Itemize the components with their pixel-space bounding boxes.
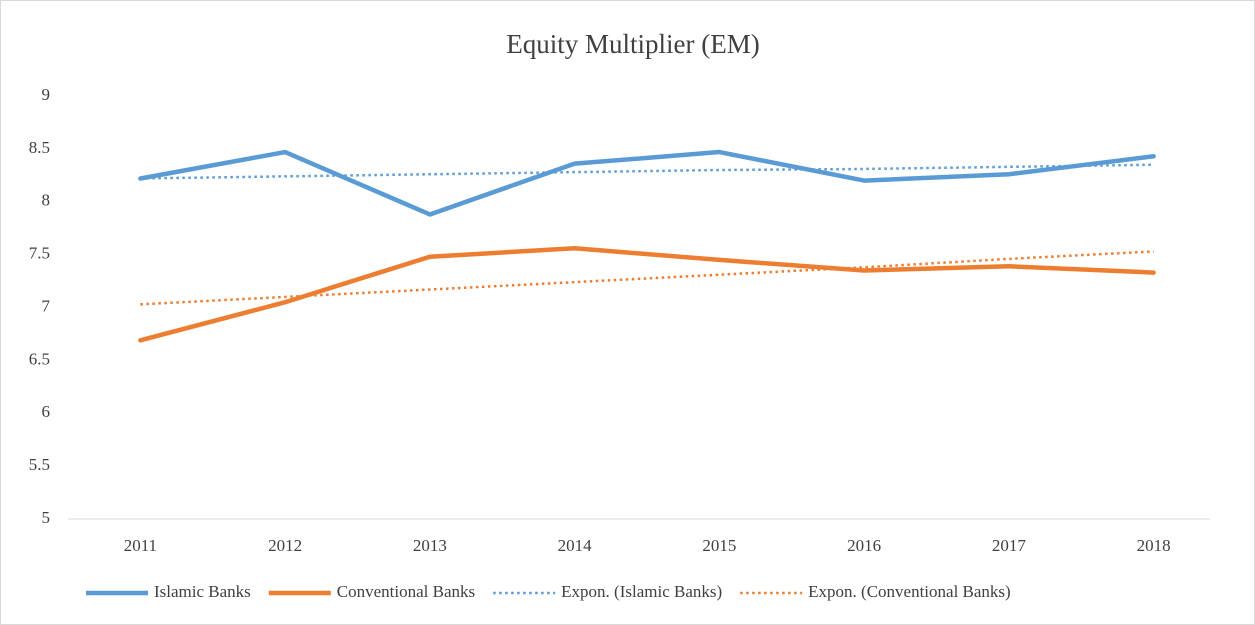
x-tick-label: 2018 xyxy=(1137,536,1171,555)
y-tick-label: 5 xyxy=(42,508,51,527)
y-tick-label: 5.5 xyxy=(29,455,50,474)
y-tick-label: 7.5 xyxy=(29,244,50,263)
y-tick-label: 8 xyxy=(42,191,51,210)
legend-label: Expon. (Conventional Banks) xyxy=(808,582,1011,601)
x-tick-label: 2016 xyxy=(847,536,881,555)
series-line xyxy=(140,163,1154,180)
legend-label: Islamic Banks xyxy=(154,582,251,601)
y-tick-label: 6 xyxy=(42,402,51,421)
series-line xyxy=(138,149,1156,217)
x-tick-label: 2013 xyxy=(413,536,447,555)
x-tick-label: 2017 xyxy=(992,536,1027,555)
chart-title: Equity Multiplier (EM) xyxy=(506,29,759,59)
legend-label: Expon. (Islamic Banks) xyxy=(561,582,722,601)
x-tick-label: 2011 xyxy=(124,536,157,555)
x-tick-label: 2014 xyxy=(558,536,593,555)
x-tick-label: 2015 xyxy=(702,536,736,555)
legend-label: Conventional Banks xyxy=(337,582,475,601)
x-tick-label: 2012 xyxy=(268,536,302,555)
y-tick-label: 7 xyxy=(42,296,51,315)
y-tick-label: 6.5 xyxy=(29,349,50,368)
y-tick-label: 8.5 xyxy=(29,138,50,157)
series-line xyxy=(140,250,1154,306)
y-tick-label: 9 xyxy=(42,85,51,104)
